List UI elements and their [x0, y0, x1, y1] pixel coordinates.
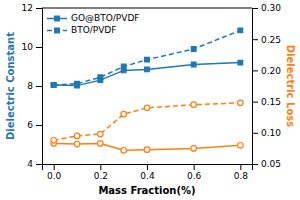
tick-label: 6 [27, 120, 33, 130]
line [54, 103, 241, 140]
legend-item: GO@BTO/PVDF [47, 13, 140, 23]
tick: 0.30 [252, 3, 281, 13]
tick-mark [252, 164, 258, 165]
point [75, 81, 80, 86]
y-axis: 4 6 8 10 12 [22, 3, 43, 169]
legend: GO@BTO/PVDF BTO/PVDF [47, 13, 140, 35]
legend-marker [55, 28, 60, 33]
frame [42, 8, 252, 9]
y-axis-title: Dielectric Constant [5, 32, 16, 140]
tick-mark [36, 8, 42, 9]
tick: 0.6 [187, 164, 202, 181]
point [145, 67, 150, 72]
y2-axis-title: Dielectric Loss [285, 45, 296, 127]
point [191, 62, 196, 67]
tick-mark [54, 164, 55, 170]
axis-line [43, 165, 253, 171]
point [144, 147, 150, 153]
tick: 0.15 [252, 97, 281, 107]
tick-mark [252, 70, 258, 71]
legend-marker [55, 16, 60, 21]
tick: 6 [27, 120, 42, 130]
tick: 10 [22, 42, 42, 52]
tick: 0.20 [252, 66, 281, 76]
tick-mark [252, 8, 258, 9]
tick-label: 0.05 [261, 159, 281, 169]
tick: 0.05 [252, 159, 281, 169]
tick-label: 10 [22, 42, 34, 52]
tick: 0.2 [94, 164, 108, 181]
point [238, 28, 243, 33]
tick: 4 [27, 159, 42, 169]
tick-label: 0.15 [261, 97, 281, 107]
tick: 0.0 [47, 164, 62, 181]
tick: 0.25 [252, 35, 281, 45]
point [238, 60, 243, 65]
point [74, 133, 80, 139]
point [145, 57, 150, 62]
axis-line [253, 9, 259, 165]
tick-mark [252, 39, 258, 40]
tick-mark [36, 47, 42, 48]
marks [51, 28, 243, 153]
point [121, 111, 127, 117]
point [121, 148, 127, 154]
point [51, 83, 56, 88]
tick-label: 0.25 [261, 35, 281, 45]
x-axis: 0.0 0.2 0.4 0.6 0.8 [43, 164, 253, 181]
point [191, 102, 197, 108]
tick-label: 0.0 [47, 171, 62, 181]
legend-label: BTO/PVDF [71, 25, 116, 35]
tick-label: 0.8 [234, 171, 249, 181]
tick-label: 0.2 [94, 171, 108, 181]
tick-label: 12 [22, 3, 33, 13]
point [51, 83, 56, 88]
tick-label: 4 [27, 159, 33, 169]
point [51, 138, 57, 144]
point [191, 47, 196, 52]
point [98, 131, 104, 137]
tick-mark [147, 164, 148, 170]
chart: 0.00.20.40.60.846810120.050.100.150.200.… [0, 0, 300, 200]
axis-line [36, 9, 43, 165]
tick-mark [252, 102, 258, 103]
tick: 12 [22, 3, 42, 13]
point [98, 75, 103, 80]
point [74, 141, 80, 147]
tick: 0.4 [140, 164, 155, 181]
tick-mark [240, 164, 241, 170]
x-axis-title: Mass Fraction(%) [98, 185, 195, 196]
tick-mark [36, 86, 42, 87]
point [238, 143, 244, 149]
tick-mark [36, 164, 42, 165]
tick-mark [252, 133, 258, 134]
tick-label: 0.10 [261, 128, 281, 138]
point [121, 64, 126, 69]
tick-label: 0.30 [261, 3, 281, 13]
tick-label: 8 [27, 81, 33, 91]
point [144, 105, 150, 111]
line [54, 30, 241, 85]
legend-label: GO@BTO/PVDF [71, 13, 140, 23]
plot: 0.00.20.40.60.846810120.050.100.150.200.… [22, 3, 282, 181]
tick-mark [194, 164, 195, 170]
point [191, 146, 197, 152]
tick-label: 0.20 [261, 66, 281, 76]
legend-item: BTO/PVDF [47, 25, 116, 35]
y2-axis: 0.05 0.10 0.15 0.20 0.25 0.30 [252, 3, 281, 169]
tick: 0.8 [234, 164, 249, 181]
tick: 8 [27, 81, 42, 91]
point [238, 100, 244, 106]
tick-mark [36, 125, 42, 126]
tick-label: 0.4 [140, 171, 155, 181]
tick-label: 0.6 [187, 171, 202, 181]
tick-mark [100, 164, 101, 170]
tick: 0.10 [252, 128, 281, 138]
point [98, 141, 104, 147]
